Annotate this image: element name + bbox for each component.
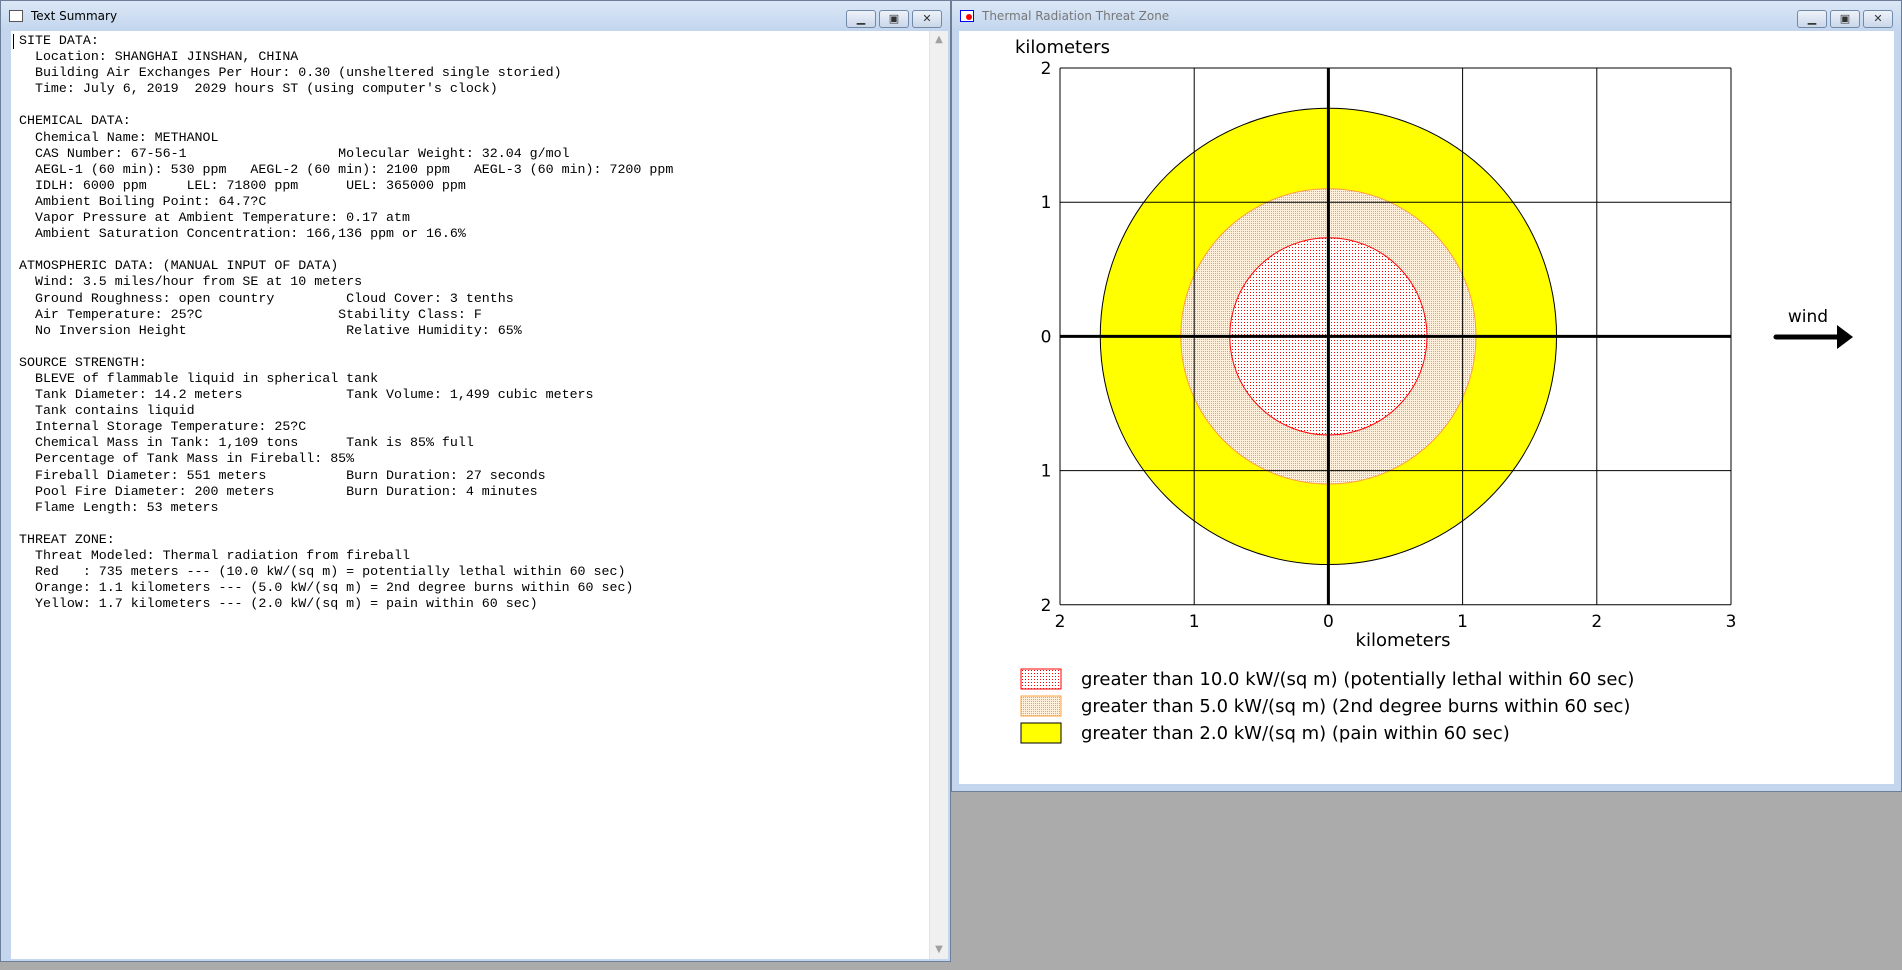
summary-line: IDLH: 6000 ppm LEL: 71800 ppm UEL: 36500… (34, 177, 466, 193)
summary-line: Fireball Diameter: 551 meters Burn Durat… (34, 467, 546, 483)
minimize-button[interactable]: ▁ (1797, 10, 1827, 28)
summary-line: Flame Length: 53 meters (34, 499, 219, 515)
summary-line: Vapor Pressure at Ambient Temperature: 0… (34, 210, 410, 226)
summary-line: Ambient Boiling Point: 64.7?C (34, 193, 267, 209)
x-tick-label: 0 (1323, 612, 1334, 632)
summary-text-area[interactable]: SITE DATA: Location: SHANGHAI JINSHAN, C… (11, 31, 948, 959)
close-button[interactable]: ✕ (1863, 10, 1893, 28)
legend-label: greater than 10.0 kW/(sq m) (potentially… (1081, 669, 1634, 690)
legend-swatch (1020, 722, 1062, 744)
x-tick-label: 1 (1457, 612, 1468, 632)
summary-line: CAS Number: 67-56-1 Molecular Weight: 32… (34, 145, 570, 161)
window-title: Thermal Radiation Threat Zone (982, 9, 1170, 23)
document-icon (9, 10, 23, 22)
chart-area: kilometers 2 1 0 1 2 3 2 1 0 1 2 kilometers wind g… (959, 31, 1894, 784)
summary-line: Orange: 1.1 kilometers --- (5.0 kW/(sq m… (34, 580, 634, 596)
summary-line: Ambient Saturation Concentration: 166,13… (34, 226, 466, 242)
y-tick-label: 2 (1041, 596, 1052, 616)
minimize-icon: ▁ (856, 12, 866, 25)
summary-line: Location: SHANGHAI JINSHAN, CHINA (34, 49, 299, 65)
maximize-icon: ▣ (1839, 12, 1851, 25)
maximize-button[interactable]: ▣ (1830, 10, 1860, 28)
close-icon: ✕ (922, 12, 932, 25)
summary-line: AEGL-1 (60 min): 530 ppm AEGL-2 (60 min)… (34, 161, 674, 177)
summary-line: SITE DATA: (19, 33, 99, 48)
y-tick-label: 2 (1041, 59, 1052, 79)
summary-line: Ground Roughness: open country Cloud Cov… (34, 290, 514, 306)
summary-text: SITE DATA: Location: SHANGHAI JINSHAN, C… (19, 33, 673, 612)
summary-line: Air Temperature: 25?C Stability Class: F (34, 306, 482, 322)
close-button[interactable]: ✕ (912, 10, 942, 28)
maximize-button[interactable]: ▣ (879, 10, 909, 28)
y-axis-label: kilometers (1015, 37, 1110, 58)
summary-line: ATMOSPHERIC DATA: (MANUAL INPUT OF DATA) (19, 258, 339, 274)
summary-line: Internal Storage Temperature: 25?C (34, 419, 307, 435)
summary-line: Time: July 6, 2019 2029 hours ST (using … (34, 81, 498, 97)
scroll-up-icon[interactable]: ▲ (935, 34, 943, 45)
close-icon: ✕ (1873, 12, 1883, 25)
summary-line: Red : 735 meters --- (10.0 kW/(sq m) = p… (34, 564, 626, 580)
title-bar[interactable]: Text Summary ▁ ▣ ✕ (1, 1, 950, 31)
wind-arrow-icon (1773, 325, 1853, 349)
text-cursor (13, 34, 14, 49)
summary-line: Chemical Name: METHANOL (34, 129, 219, 145)
title-bar[interactable]: Thermal Radiation Threat Zone ▁ ▣ ✕ (952, 1, 1901, 31)
summary-line: BLEVE of flammable liquid in spherical t… (34, 370, 379, 386)
summary-line: Chemical Mass in Tank: 1,109 tons Tank i… (34, 435, 474, 451)
summary-line: Tank contains liquid (34, 403, 195, 419)
x-tick-label: 3 (1726, 612, 1737, 632)
x-tick-label: 2 (1591, 612, 1602, 632)
summary-line: Wind: 3.5 miles/hour from SE at 10 meter… (34, 274, 363, 290)
x-axis-label: kilometers (1356, 630, 1451, 651)
legend-swatch (1020, 668, 1062, 690)
x-tick-label: 1 (1189, 612, 1200, 632)
wind-label: wind (1788, 307, 1828, 327)
window-title: Text Summary (31, 9, 118, 23)
summary-line: Pool Fire Diameter: 200 meters Burn Dura… (34, 483, 538, 499)
summary-line: No Inversion Height Relative Humidity: 6… (34, 322, 522, 338)
summary-line: Threat Modeled: Thermal radiation from f… (34, 548, 410, 563)
threat-zone-window: Thermal Radiation Threat Zone ▁ ▣ ✕ kilo… (951, 0, 1902, 792)
summary-line: Building Air Exchanges Per Hour: 0.30 (u… (34, 65, 562, 81)
vertical-scrollbar[interactable]: ▲ ▼ (929, 31, 948, 959)
x-tick-label: 2 (1055, 612, 1066, 632)
legend-swatch (1020, 695, 1062, 717)
minimize-button[interactable]: ▁ (846, 10, 876, 28)
legend-label: greater than 2.0 kW/(sq m) (pain within … (1081, 723, 1510, 744)
y-tick-label: 1 (1041, 193, 1052, 213)
summary-line: CHEMICAL DATA: (19, 113, 131, 129)
legend-label: greater than 5.0 kW/(sq m) (2nd degree b… (1081, 696, 1630, 717)
threat-zone-chart: kilometers 2 1 0 1 2 3 2 1 0 1 2 kilometers wind g… (1015, 37, 1853, 744)
summary-line: Tank Diameter: 14.2 meters Tank Volume: … (34, 387, 594, 403)
y-tick-label: 0 (1041, 327, 1052, 347)
chart-icon (960, 10, 974, 22)
y-tick-label: 1 (1041, 462, 1052, 482)
scroll-down-icon[interactable]: ▼ (935, 944, 943, 955)
summary-line: THREAT ZONE: (19, 531, 115, 547)
maximize-icon: ▣ (888, 12, 900, 25)
summary-line: Percentage of Tank Mass in Fireball: 85% (34, 451, 355, 467)
summary-line: SOURCE STRENGTH: (19, 354, 147, 370)
minimize-icon: ▁ (1807, 12, 1817, 25)
summary-line: Yellow: 1.7 kilometers --- (2.0 kW/(sq m… (34, 596, 538, 612)
text-summary-window: Text Summary ▁ ▣ ✕ SITE DATA: Location: … (0, 0, 951, 962)
